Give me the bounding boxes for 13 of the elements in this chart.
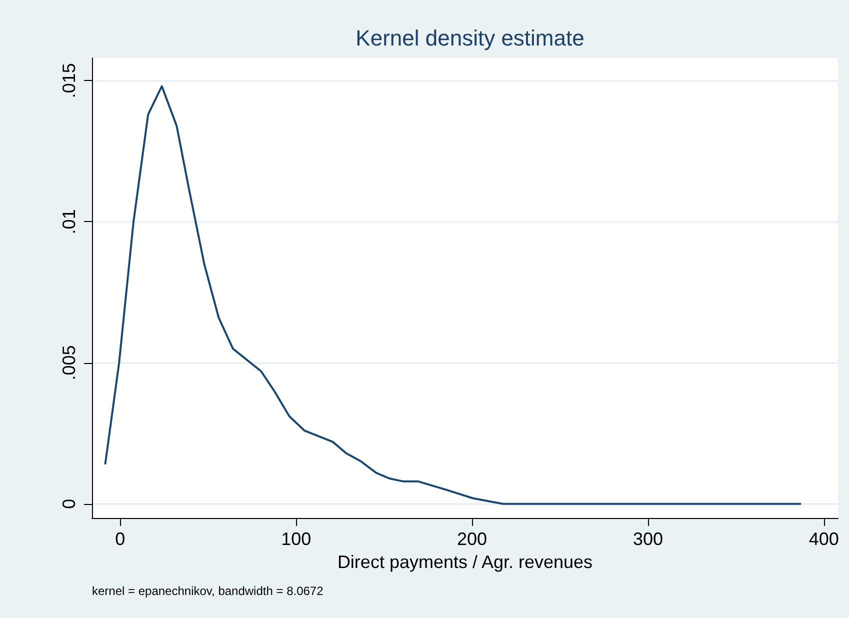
y-tick-label: .005 <box>59 345 79 380</box>
line-series <box>104 85 802 505</box>
y-tick-label: 0 <box>59 498 79 509</box>
x-tick-label: 0 <box>115 529 126 549</box>
x-axis-title: Direct payments / Agr. revenues <box>337 552 593 572</box>
x-tick-label: 300 <box>632 529 664 549</box>
y-tick-label: .01 <box>59 209 79 234</box>
x-tick-label: 400 <box>808 529 839 549</box>
chart-title: Kernel density estimate <box>356 26 584 50</box>
x-tick-label: 100 <box>281 529 312 549</box>
x-tick-label: 200 <box>457 529 488 549</box>
text: kernel = epanechnikov, bandwidth = 8.0672 <box>92 584 324 598</box>
y-tick-label: .015 <box>59 63 79 98</box>
